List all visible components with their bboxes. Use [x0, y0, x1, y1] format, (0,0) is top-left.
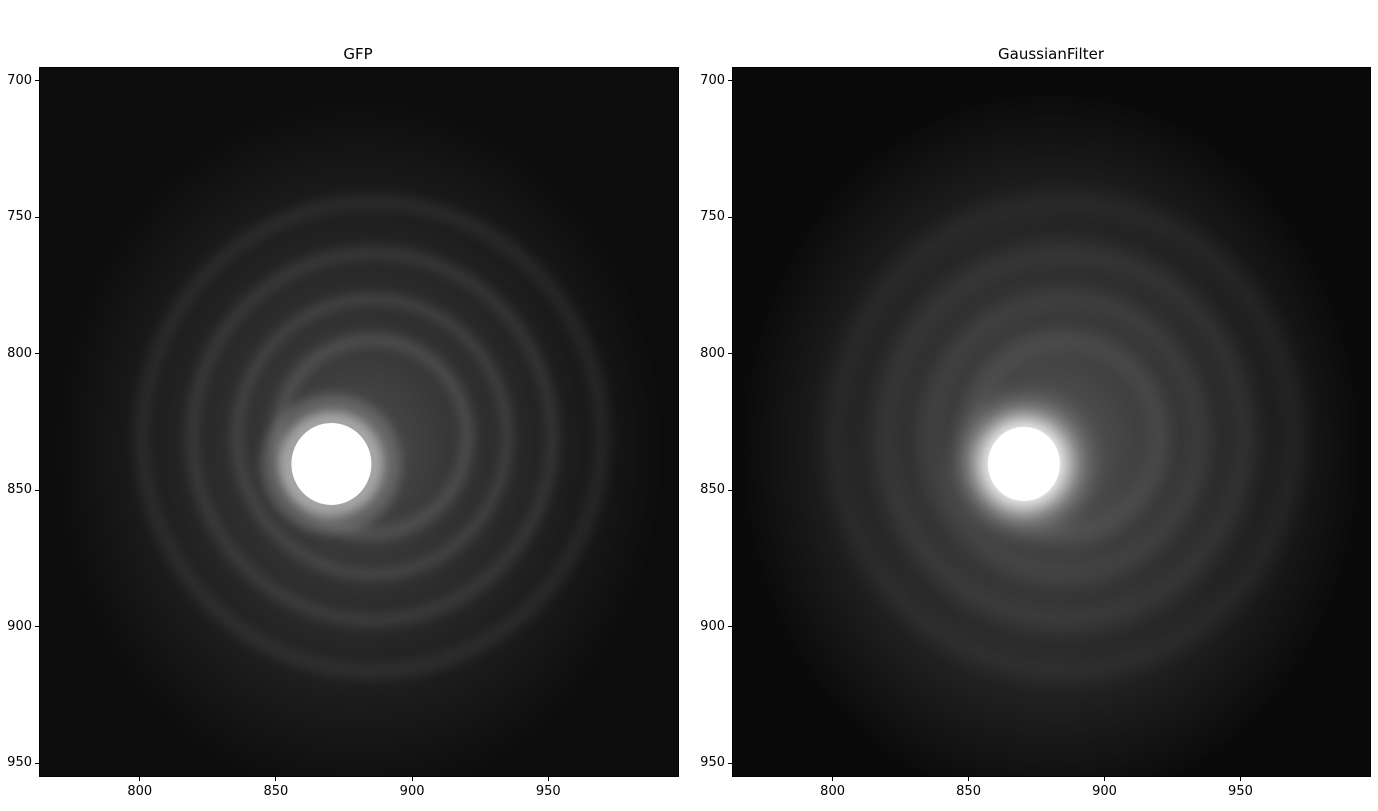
x-tick-mark: [139, 777, 141, 781]
image-axes: [732, 67, 1371, 777]
y-tick-label: 950: [7, 755, 32, 771]
x-tick-label: 950: [535, 784, 561, 799]
x-tick-label: 800: [820, 784, 846, 799]
fluorescence-image: [733, 68, 1370, 776]
y-tick-mark: [728, 216, 732, 218]
y-tick-mark: [728, 353, 732, 355]
x-tick-mark: [1104, 777, 1106, 781]
x-tick-mark: [968, 777, 970, 781]
x-tick-mark: [411, 777, 413, 781]
y-tick-label: 850: [700, 482, 725, 498]
y-tick-mark: [728, 762, 732, 764]
panel-title: GaussianFilter: [998, 45, 1104, 63]
y-tick-label: 950: [700, 755, 725, 771]
y-tick-mark: [35, 489, 39, 491]
y-tick-label: 750: [700, 209, 725, 225]
y-tick-mark: [35, 353, 39, 355]
x-tick-label: 950: [1228, 784, 1253, 799]
panel-title: GFP: [343, 45, 373, 63]
y-tick-label: 750: [7, 209, 32, 225]
y-tick-label: 850: [7, 482, 32, 498]
x-tick-label: 850: [956, 784, 981, 799]
x-tick-mark: [832, 777, 834, 781]
image-axes: [39, 67, 679, 777]
y-tick-mark: [35, 762, 39, 764]
y-tick-mark: [35, 80, 39, 82]
fluorescence-image: [40, 68, 678, 776]
y-tick-label: 900: [700, 618, 725, 634]
y-tick-label: 700: [700, 72, 725, 88]
y-tick-mark: [728, 80, 732, 82]
y-tick-mark: [35, 626, 39, 628]
y-tick-label: 700: [7, 72, 32, 88]
x-tick-mark: [547, 777, 549, 781]
x-tick-mark: [1239, 777, 1241, 781]
x-tick-label: 900: [399, 784, 425, 799]
y-tick-label: 800: [700, 345, 725, 361]
y-tick-mark: [35, 216, 39, 218]
y-tick-mark: [728, 489, 732, 491]
x-tick-label: 900: [1092, 784, 1117, 799]
x-tick-label: 850: [263, 784, 289, 799]
y-tick-label: 900: [7, 618, 32, 634]
x-tick-label: 800: [127, 784, 153, 799]
y-tick-mark: [728, 626, 732, 628]
y-tick-label: 800: [7, 345, 32, 361]
x-tick-mark: [275, 777, 277, 781]
